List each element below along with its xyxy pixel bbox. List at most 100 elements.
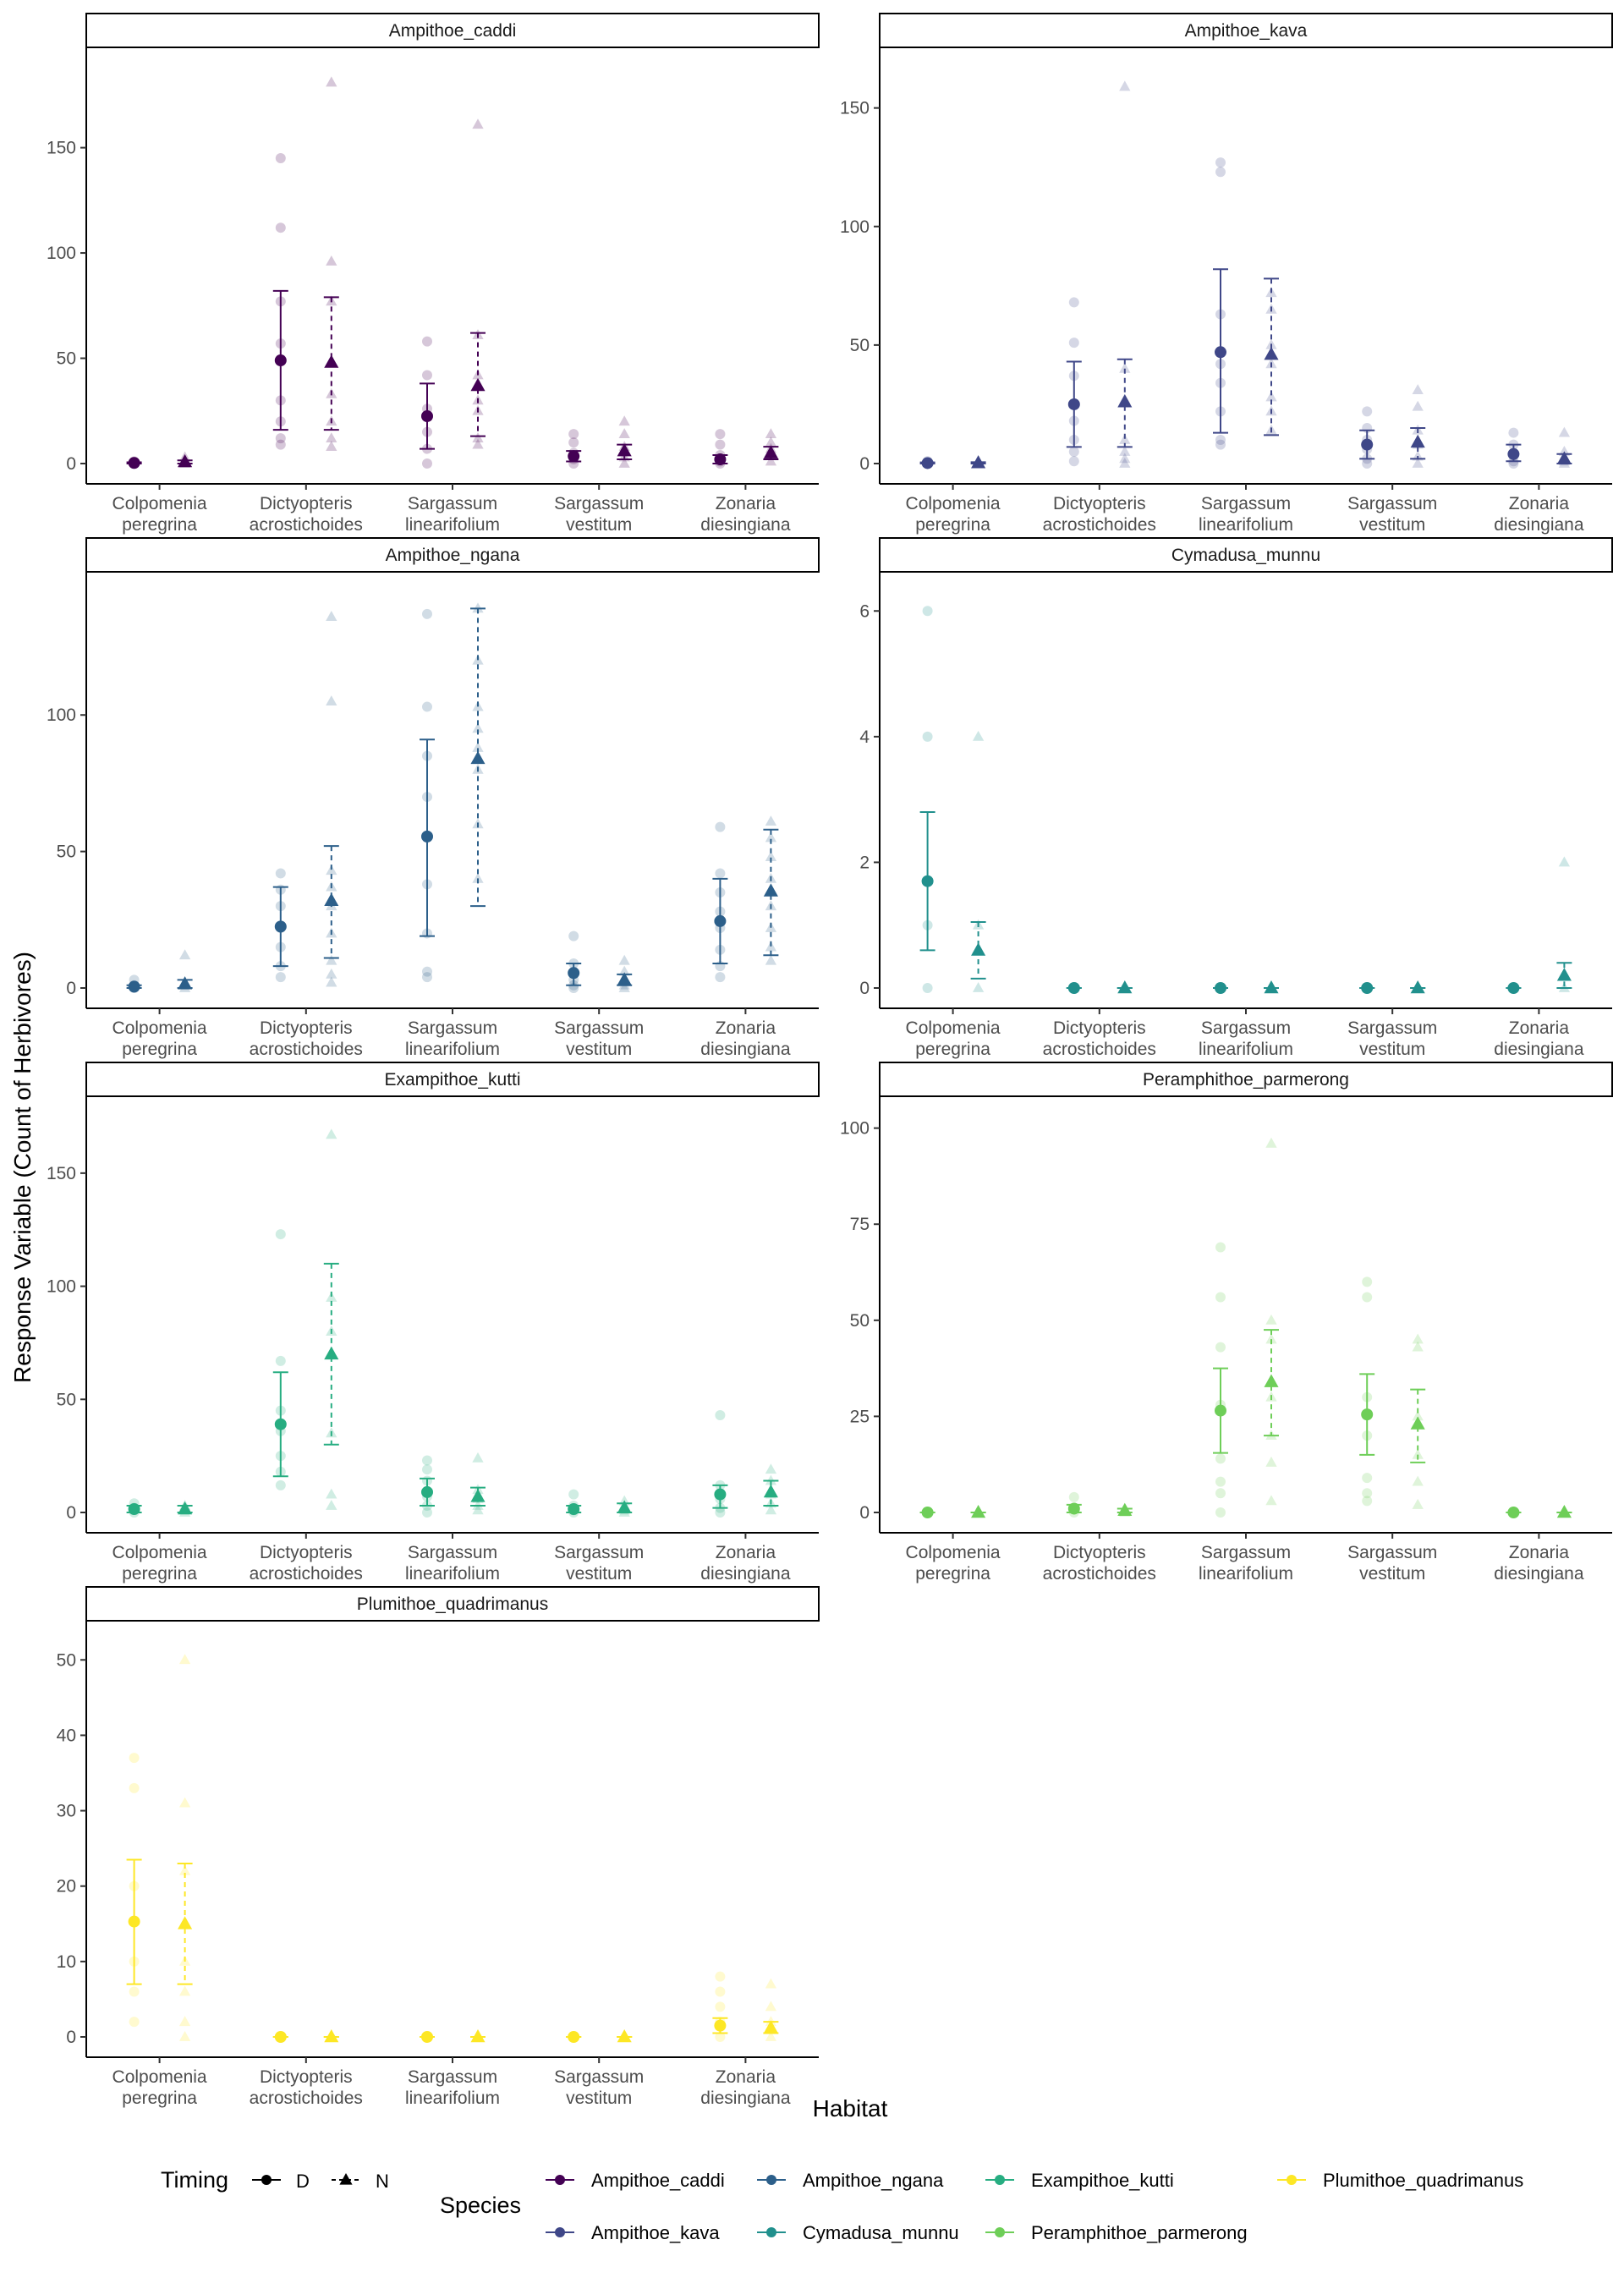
raw-point-n <box>972 982 985 992</box>
x-tick-label: acrostichoides <box>1043 1564 1156 1584</box>
legend-timing-n-marker <box>339 2173 353 2185</box>
mean-marker-d <box>568 2031 580 2043</box>
raw-point-n <box>326 611 337 621</box>
x-tick-label: Sargassum <box>1347 1018 1437 1038</box>
mean-marker-n <box>324 892 339 907</box>
mean-marker-d <box>714 453 727 466</box>
x-tick-label: peregrina <box>122 515 197 535</box>
x-tick-label: Sargassum <box>1201 494 1291 513</box>
raw-point-n <box>765 1463 777 1474</box>
x-tick-label: Colpomenia <box>112 2067 207 2087</box>
mean-marker-d <box>274 354 287 367</box>
raw-point-d <box>715 439 726 450</box>
raw-point-d <box>422 1455 432 1466</box>
raw-point-n <box>326 1488 337 1499</box>
raw-point-d <box>715 2001 726 2012</box>
facet-strip <box>85 537 820 573</box>
facet-title: Ampithoe_kava <box>1185 21 1308 41</box>
raw-point-n <box>1119 80 1131 91</box>
raw-point-d <box>568 1489 579 1500</box>
raw-point-n <box>1265 1137 1277 1148</box>
x-tick-label: peregrina <box>915 1564 990 1584</box>
raw-point-n <box>765 832 777 843</box>
x-tick-label: peregrina <box>915 515 990 535</box>
raw-point-d <box>1068 338 1079 349</box>
raw-point-d <box>568 930 579 941</box>
mean-marker-d <box>128 1502 140 1515</box>
facet-title: Cymadusa_munnu <box>1171 546 1320 565</box>
raw-point-d <box>422 972 432 983</box>
legend-species-label: Plumithoe_quadrimanus <box>1323 2170 1523 2191</box>
y-tick-label: 2 <box>859 853 870 872</box>
raw-point-d <box>1362 1473 1373 1484</box>
raw-point-d <box>422 370 432 381</box>
facet-panel: Ampithoe_caddi 0 50 100 150 Colpomenia peregri… <box>47 13 820 535</box>
raw-point-n <box>472 722 484 733</box>
x-tick-label: vestitum <box>566 515 632 535</box>
facet-strip <box>85 1586 820 1622</box>
raw-point-d <box>1215 434 1226 445</box>
raw-point-n <box>326 968 337 979</box>
raw-point-n <box>326 1499 337 1510</box>
mean-marker-n <box>178 1916 193 1929</box>
raw-point-n <box>178 1864 191 1875</box>
x-tick-label: vestitum <box>1359 1040 1425 1059</box>
mean-marker-d <box>1507 447 1520 460</box>
raw-point-n <box>1265 391 1277 402</box>
legend-species-label: Ampithoe_caddi <box>591 2170 725 2191</box>
raw-point-d <box>422 1464 432 1475</box>
raw-point-n <box>765 2001 777 2012</box>
facet-title: Plumithoe_quadrimanus <box>357 1595 548 1614</box>
mean-marker-n <box>617 972 632 985</box>
legend: Timing Species D N Ampithoe_caddi Ampithoe_… <box>161 2167 1523 2243</box>
x-tick-label: Colpomenia <box>906 1018 1001 1038</box>
raw-point-d <box>275 433 286 444</box>
raw-point-n <box>618 965 630 976</box>
mean-marker-n <box>470 377 486 392</box>
x-tick-label: diesingiana <box>700 515 791 535</box>
y-tick-label: 50 <box>850 336 870 355</box>
x-tick-label: diesingiana <box>1494 515 1584 535</box>
x-tick-label: vestitum <box>566 1040 632 1059</box>
y-tick-label: 0 <box>66 454 76 474</box>
mean-marker-d <box>274 920 287 933</box>
raw-point-d <box>568 437 579 448</box>
mean-marker-n <box>1410 1416 1425 1430</box>
raw-point-n <box>1412 384 1424 395</box>
raw-point-d <box>1068 456 1079 467</box>
mean-marker-n <box>763 883 778 897</box>
raw-point-n <box>765 954 777 965</box>
raw-point-n <box>1412 1333 1424 1344</box>
raw-point-d <box>715 868 726 879</box>
x-tick-label: vestitum <box>1359 1564 1425 1584</box>
facet-title: Exampithoe_kutti <box>384 1070 520 1090</box>
mean-marker-n <box>1556 1505 1572 1518</box>
mean-marker-d <box>128 1915 140 1928</box>
raw-point-n <box>178 2031 191 2041</box>
y-tick-label: 0 <box>66 979 76 998</box>
mean-marker-d <box>921 875 934 887</box>
raw-point-n <box>765 1474 777 1485</box>
x-tick-label: Zonaria <box>716 2067 776 2087</box>
mean-marker-n <box>763 1484 778 1498</box>
x-tick-label: vestitum <box>566 1564 632 1584</box>
mean-marker-n <box>763 445 778 458</box>
mean-marker-d <box>1067 398 1080 410</box>
mean-marker-d <box>714 2019 727 2032</box>
x-tick-label: acrostichoides <box>250 1040 363 1059</box>
raw-point-n <box>765 436 777 447</box>
mean-marker-n <box>324 354 339 368</box>
y-tick-label: 0 <box>66 2028 76 2047</box>
mean-marker-n <box>470 1489 486 1502</box>
x-tick-label: Dictyopteris <box>260 1018 353 1038</box>
raw-point-d <box>1362 1292 1373 1303</box>
facet-panel: Peramphithoe_parmerong 0 25 50 75 100 Colpomen… <box>840 1062 1613 1584</box>
mean-marker-n <box>763 2020 778 2034</box>
mean-marker-n <box>617 1500 632 1513</box>
raw-point-n <box>1558 856 1571 867</box>
raw-point-n <box>765 2031 777 2041</box>
legend-species-marker <box>555 2175 565 2185</box>
raw-point-d <box>275 868 286 879</box>
raw-point-n <box>178 1797 191 1808</box>
